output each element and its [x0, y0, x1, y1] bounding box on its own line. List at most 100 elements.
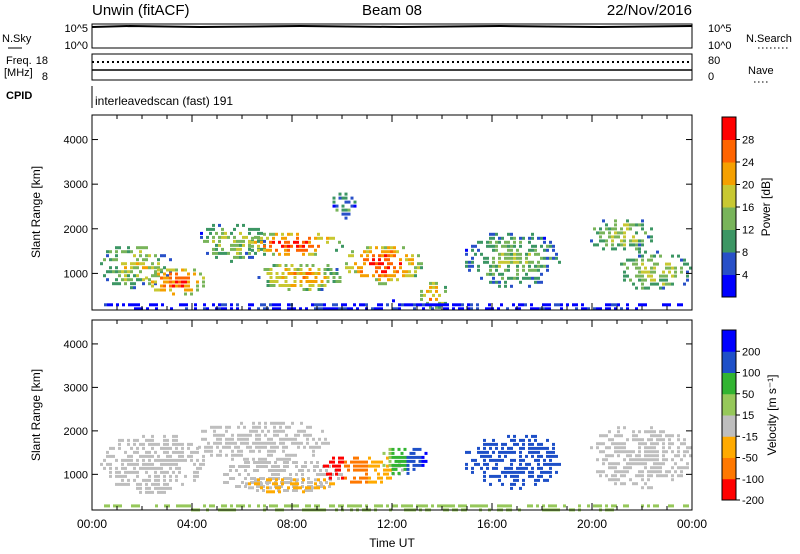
data-cell: [293, 268, 297, 271]
data-cell: [137, 307, 140, 311]
data-cell: [480, 240, 483, 244]
freq-tick-top: 18: [36, 55, 48, 67]
data-cell: [449, 504, 452, 508]
data-cell: [332, 464, 335, 468]
data-cell: [420, 297, 423, 301]
data-cell: [354, 270, 357, 274]
data-cell: [543, 240, 546, 244]
data-cell: [118, 442, 121, 446]
data-cell: [142, 454, 145, 458]
data-cell: [350, 196, 354, 200]
data-cell: [121, 478, 124, 482]
data-cell: [372, 254, 375, 258]
data-cell: [288, 437, 291, 441]
data-cell: [163, 486, 166, 490]
data-cell: [218, 243, 221, 247]
data-cell: [154, 482, 157, 486]
data-cell: [605, 227, 608, 231]
data-cell: [172, 292, 175, 296]
data-cell: [378, 278, 381, 282]
data-cell: [287, 248, 290, 252]
data-cell: [267, 453, 270, 457]
data-cell: [237, 445, 240, 449]
data-cell: [314, 252, 317, 256]
data-cell: [169, 478, 172, 482]
data-cell: [213, 433, 216, 437]
data-cell: [127, 458, 130, 462]
data-cell: [599, 235, 602, 239]
data-cell: [528, 240, 531, 244]
data-cell: [516, 252, 519, 256]
data-cell: [269, 240, 272, 244]
data-cell: [467, 303, 470, 307]
data-cell: [629, 258, 632, 262]
data-cell: [549, 458, 552, 462]
data-cell: [486, 244, 489, 248]
data-cell: [163, 450, 166, 454]
data-cell: [432, 281, 435, 285]
data-cell: [234, 453, 237, 457]
data-cell: [372, 274, 375, 278]
data-cell: [288, 453, 291, 457]
data-cell: [605, 239, 608, 243]
data-cell: [175, 466, 178, 470]
data-cell: [154, 288, 157, 292]
y-tick-label: 2000: [64, 224, 88, 236]
data-cell: [665, 278, 668, 282]
data-cell: [504, 260, 507, 264]
data-cell: [531, 466, 534, 470]
data-cell: [169, 466, 172, 470]
data-cell: [318, 437, 321, 441]
data-cell: [620, 227, 623, 231]
data-cell: [275, 478, 278, 482]
data-cell: [136, 458, 139, 462]
data-cell: [154, 466, 157, 470]
data-cell: [522, 236, 525, 240]
data-cell: [656, 504, 659, 508]
data-cell: [169, 288, 172, 292]
data-cell: [160, 462, 163, 466]
data-cell: [659, 278, 662, 282]
data-cell: [365, 460, 368, 464]
data-cell: [483, 474, 486, 478]
data-cell: [118, 470, 121, 474]
data-cell: [366, 250, 369, 254]
data-cell: [677, 454, 680, 458]
data-cell: [124, 450, 127, 454]
data-cell: [549, 466, 552, 470]
data-cell: [479, 504, 482, 508]
data-cell: [199, 462, 202, 466]
data-cell: [638, 458, 641, 462]
data-cell: [308, 236, 311, 240]
data-cell: [429, 285, 432, 289]
data-cell: [492, 260, 495, 264]
data-cell: [404, 303, 407, 307]
data-cell: [519, 458, 522, 462]
data-cell: [644, 303, 647, 307]
data-cell: [534, 434, 537, 438]
data-cell: [602, 219, 605, 223]
data-cell: [142, 262, 145, 266]
y-tick-label: 3000: [64, 382, 88, 394]
data-cell: [552, 442, 555, 446]
data-cell: [230, 307, 233, 311]
data-cell: [617, 446, 620, 450]
y-tick-label: 4000: [64, 339, 88, 351]
data-cell: [216, 441, 219, 445]
data-cell: [492, 248, 495, 252]
data-cell: [172, 280, 175, 284]
data-cell: [464, 504, 467, 508]
data-cell: [148, 486, 151, 490]
data-cell: [525, 454, 528, 458]
data-cell: [284, 284, 288, 287]
data-cell: [647, 474, 650, 478]
data-cell: [635, 239, 638, 243]
data-cell: [647, 258, 650, 262]
data-cell: [136, 258, 139, 262]
data-cell: [581, 307, 584, 311]
data-cell: [516, 248, 519, 252]
data-cell: [489, 244, 492, 248]
data-cell: [344, 476, 347, 480]
data-cell: [420, 289, 423, 293]
data-cell: [650, 278, 653, 282]
